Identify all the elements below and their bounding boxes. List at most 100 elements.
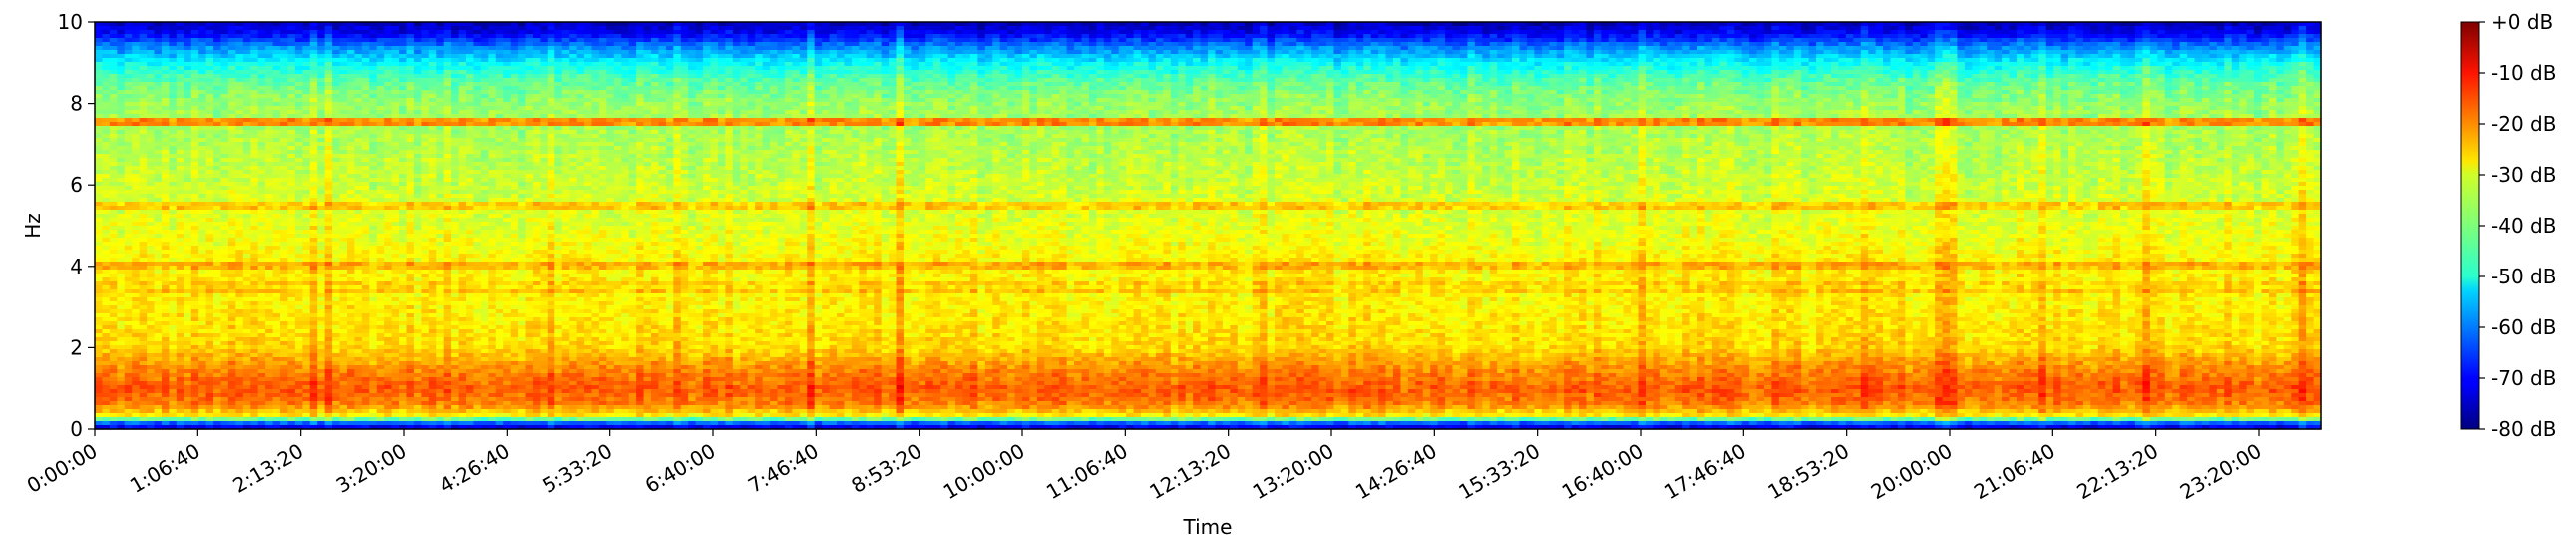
heat-cell [1639, 54, 1647, 59]
heat-cell [2291, 46, 2299, 51]
heat-cell [1920, 66, 1928, 71]
heat-cell [2180, 26, 2188, 31]
heat-cell [925, 38, 933, 43]
heat-cell [1809, 46, 1817, 51]
heat-cell [1148, 50, 1156, 55]
heat-cell [904, 82, 912, 87]
heat-cell [1201, 38, 1209, 43]
heat-cell [2157, 46, 2165, 51]
heat-cell [147, 34, 155, 39]
heat-cell [421, 62, 429, 67]
heat-cell [1505, 82, 1513, 87]
heat-cell [1943, 74, 1951, 79]
heat-cell [1512, 66, 1520, 71]
heat-cell [2150, 66, 2158, 71]
heat-cell [1007, 54, 1015, 59]
heat-cell [2172, 58, 2180, 63]
heat-cell [2232, 54, 2240, 59]
heat-cell [110, 62, 118, 67]
heat-cell [132, 78, 140, 83]
heat-cell [406, 82, 414, 87]
heat-cell [651, 42, 659, 47]
heat-cell [1660, 70, 1668, 75]
heat-cell [1682, 70, 1690, 75]
heat-cell [1890, 62, 1898, 67]
heat-cell [1430, 30, 1438, 35]
heat-cell [2306, 34, 2314, 39]
heat-cell [1186, 74, 1194, 79]
heat-cell [102, 58, 110, 63]
heat-cell [621, 66, 629, 71]
heat-cell [1126, 30, 1134, 35]
heat-cell [1757, 54, 1765, 59]
heat-cell [1846, 54, 1854, 59]
heat-cell [1268, 42, 1276, 47]
heat-cell [1238, 30, 1246, 35]
heat-cell [940, 70, 948, 75]
heat-cell [977, 86, 985, 91]
heat-cell [1557, 66, 1565, 71]
heat-cell [673, 82, 681, 87]
heat-cell [1549, 58, 1557, 63]
heat-cell [621, 70, 629, 75]
heat-cell [985, 58, 993, 63]
heat-cell [1260, 78, 1268, 83]
heat-cell [488, 70, 496, 75]
heat-cell [1764, 42, 1772, 47]
heat-cell [599, 46, 607, 51]
heat-cell [540, 62, 548, 67]
heat-cell [919, 50, 926, 55]
heat-cell [962, 86, 970, 91]
heat-cell [2269, 62, 2277, 67]
heat-cell [1193, 34, 1201, 39]
heat-cell [132, 30, 140, 35]
heat-cell [1601, 82, 1609, 87]
heat-cell [2291, 30, 2299, 35]
heat-cell [2202, 46, 2210, 51]
heat-cell [955, 58, 963, 63]
heat-cell [763, 74, 771, 79]
heat-cell [1371, 58, 1379, 63]
heat-cell [711, 82, 719, 87]
heat-cell [1000, 74, 1008, 79]
heat-cell [295, 34, 303, 39]
heat-cell [785, 54, 793, 59]
heat-cell [1764, 34, 1772, 39]
heat-cell [1995, 26, 2003, 31]
heat-cell [1371, 70, 1379, 75]
heat-cell [636, 70, 644, 75]
heat-cell [1572, 78, 1580, 83]
heat-cell [250, 26, 258, 31]
heat-cell [340, 46, 348, 51]
heat-cell [562, 46, 570, 51]
heat-cell [459, 26, 467, 31]
heat-cell [599, 82, 607, 87]
heat-cell [117, 62, 125, 67]
heat-cell [1171, 50, 1179, 55]
heat-cell [644, 82, 652, 87]
heat-cell [1319, 38, 1327, 43]
heat-cell [2053, 58, 2061, 63]
heat-cell [317, 82, 325, 87]
heat-cell [2075, 78, 2083, 83]
heat-cell [1660, 50, 1668, 55]
heat-cell [496, 70, 504, 75]
heat-cell [213, 74, 221, 79]
heat-cell [436, 78, 444, 83]
heat-cell [1987, 58, 1995, 63]
heat-cell [562, 78, 570, 83]
heat-cell [459, 78, 467, 83]
heat-cell [1096, 54, 1104, 59]
heat-cell [1348, 82, 1356, 87]
heat-cell [1007, 82, 1015, 87]
heat-cell [1089, 30, 1097, 35]
heat-cell [763, 62, 771, 67]
heat-cell [1326, 46, 1334, 51]
heat-cell [2120, 42, 2128, 47]
heat-cell [614, 30, 622, 35]
heat-cell [1794, 62, 1802, 67]
heat-cell [897, 82, 905, 87]
heat-cell [243, 70, 251, 75]
heat-cell [859, 70, 867, 75]
heat-cell [2010, 66, 2018, 71]
